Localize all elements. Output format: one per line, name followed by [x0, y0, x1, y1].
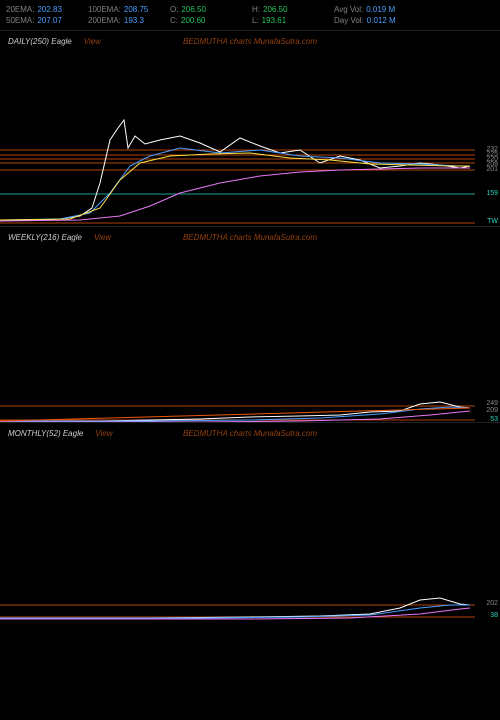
- stat-value: 200.60: [181, 15, 205, 26]
- stat-label: H:: [252, 4, 260, 15]
- stat-value: 0.019 M: [366, 4, 395, 15]
- stat-label: Day Vol:: [334, 15, 364, 26]
- axis-label: 209: [486, 407, 498, 414]
- stat-value: 208.75: [124, 4, 148, 15]
- view-link[interactable]: View: [95, 429, 112, 438]
- stat-label: L:: [252, 15, 259, 26]
- panel-title: DAILY(250) Eagle: [8, 37, 72, 46]
- stat-cell: Day Vol:0.012 M: [334, 15, 416, 26]
- stat-value: 193.61: [262, 15, 286, 26]
- stat-row-2: 50EMA:207.07200EMA:193.3C:200.60L:193.61…: [6, 15, 494, 26]
- stat-cell: H:206.50: [252, 4, 334, 15]
- stat-label: Avg Vol:: [334, 4, 363, 15]
- chart-area: 232225220208201159TW: [0, 48, 500, 243]
- stat-row-1: 20EMA:202.83100EMA:208.75O:206.50H:206.5…: [6, 4, 494, 15]
- panel-title: MONTHLY(52) Eagle: [8, 429, 83, 438]
- chart-area: 202 38: [0, 440, 500, 635]
- axis-label: 38: [490, 612, 498, 619]
- stat-value: 193.3: [124, 15, 144, 26]
- view-link[interactable]: View: [94, 233, 111, 242]
- brand-text: BEDMUTHA charts MunafaSutra.com: [183, 233, 317, 242]
- axis-label: 159: [486, 190, 498, 197]
- stat-label: 50EMA:: [6, 15, 34, 26]
- chart-svg: [0, 440, 475, 635]
- brand-text: BEDMUTHA charts MunafaSutra.com: [183, 429, 317, 438]
- stat-label: 100EMA:: [88, 4, 121, 15]
- stat-cell: C:200.60: [170, 15, 252, 26]
- stat-value: 206.50: [263, 4, 287, 15]
- header-stats: 20EMA:202.83100EMA:208.75O:206.50H:206.5…: [0, 0, 500, 30]
- stat-cell: L:193.61: [252, 15, 334, 26]
- stat-label: 200EMA:: [88, 15, 121, 26]
- stat-value: 202.83: [37, 4, 61, 15]
- panel-title: WEEKLY(216) Eagle: [8, 233, 82, 242]
- stat-cell: Avg Vol:0.019 M: [334, 4, 416, 15]
- brand-text: BEDMUTHA charts MunafaSutra.com: [183, 37, 317, 46]
- stat-label: 20EMA:: [6, 4, 34, 15]
- stat-label: C:: [170, 15, 178, 26]
- stat-cell: 20EMA:202.83: [6, 4, 88, 15]
- chart-panel: WEEKLY(216) Eagle View BEDMUTHA charts Mun…: [0, 226, 500, 422]
- stat-cell: O:206.50: [170, 4, 252, 15]
- chart-panel: MONTHLY(52) Eagle View BEDMUTHA charts Mun…: [0, 422, 500, 618]
- chart-area: 24920953: [0, 244, 500, 439]
- axis-label: 201: [486, 166, 498, 173]
- stat-value: 206.50: [181, 4, 205, 15]
- axis-label: TW: [487, 218, 498, 225]
- stat-label: O:: [170, 4, 178, 15]
- stat-cell: 50EMA:207.07: [6, 15, 88, 26]
- axis-label: 202: [486, 600, 498, 607]
- chart-panel: DAILY(250) Eagle View BEDMUTHA charts Muna…: [0, 30, 500, 226]
- chart-svg: [0, 48, 475, 243]
- stat-cell: 100EMA:208.75: [88, 4, 170, 15]
- stat-cell: 200EMA:193.3: [88, 15, 170, 26]
- view-link[interactable]: View: [84, 37, 101, 46]
- chart-svg: [0, 244, 475, 439]
- axis-label: 249: [486, 400, 498, 407]
- stat-value: 0.012 M: [367, 15, 396, 26]
- stat-value: 207.07: [37, 15, 61, 26]
